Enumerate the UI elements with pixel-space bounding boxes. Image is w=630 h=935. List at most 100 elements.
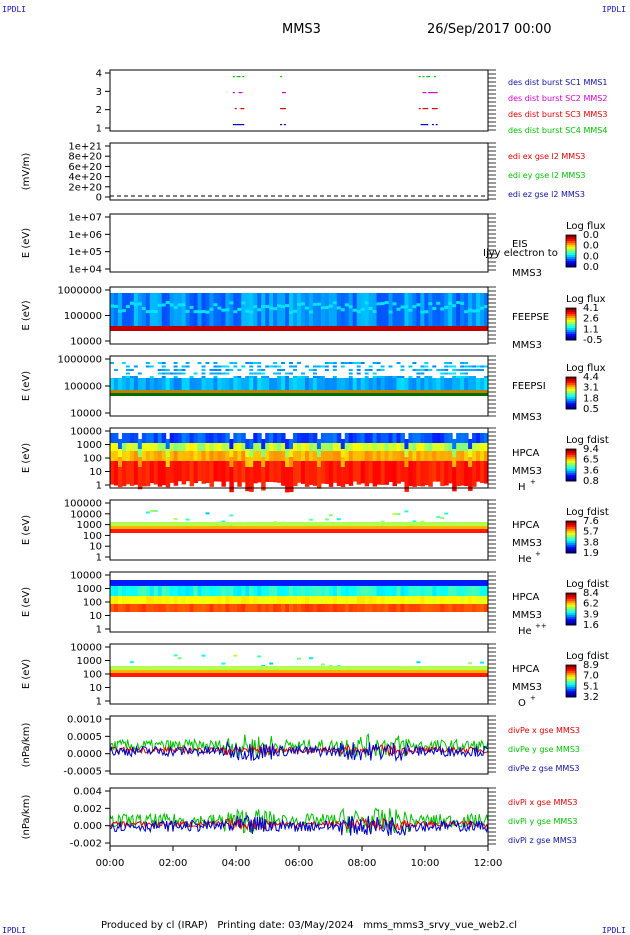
burst-mark — [426, 76, 429, 78]
panel-label-hpca-h-1: MMS3 — [512, 466, 542, 477]
burst-mark — [232, 92, 235, 94]
y-tick-label-divpe-0: 0.0010 — [67, 715, 102, 726]
y-tick-label-hpca-he-plusplus-4: 1 — [96, 625, 102, 636]
y-axis-label-hpca-he-plus: E (eV) — [21, 515, 32, 545]
x-tick-label-2: 04:00 — [222, 858, 251, 869]
colorbar-title-eis: Log flux — [566, 221, 606, 232]
y-tick-label-eis-2: 1e+05 — [68, 247, 102, 258]
colorbar-tick-feeps-electrons-3: -0.5 — [583, 335, 603, 346]
burst-mark — [426, 108, 429, 110]
burst-mark — [236, 76, 239, 78]
burst-mark — [424, 92, 427, 94]
burst-mark — [283, 92, 286, 94]
burst-mark — [424, 124, 427, 126]
footer-text: Produced by cl (IRAP) Printing date: 03/… — [101, 920, 518, 931]
y-tick-label-hpca-o-1: 1000 — [77, 656, 102, 667]
colorbar-tick-hpca-o-3: 3.2 — [583, 692, 599, 703]
species-sup-hpca-he-plusplus: ++ — [535, 622, 547, 630]
colorbar-tick-hpca-he-plus-2: 3.8 — [583, 537, 599, 548]
species-label-hpca-he-plus: He — [518, 554, 532, 565]
y-axis-label-eis: E (eV) — [21, 228, 32, 258]
colorbar-tick-hpca-o-2: 5.1 — [583, 681, 599, 692]
y-tick-label-electric-field-4: 2e+20 — [68, 182, 102, 193]
colorbar-tick-hpca-he-plusplus-1: 6.2 — [583, 599, 599, 610]
panel-label-feeps-ions-0: FEEPSI — [512, 381, 546, 392]
burst-mark — [424, 108, 427, 110]
legend-burst-intervals-2: des dist burst SC3 MMS3 — [508, 110, 607, 119]
x-tick-label-5: 10:00 — [411, 858, 440, 869]
y-tick-label-hpca-he-plus-1: 10000 — [70, 509, 102, 520]
colorbar-tick-eis-3: 0.0 — [583, 262, 599, 273]
panel-electric-field: edi ex gse l2 MMS3 edi ey gse l2 MMS3 edi … — [21, 142, 586, 204]
y-tick-label-electric-field-1: 8e+20 — [68, 152, 102, 163]
panel-label-hpca-o-1: MMS3 — [512, 682, 542, 693]
colorbar-tick-hpca-o-1: 7.0 — [583, 671, 599, 682]
colorbar-title-feeps-ions: Log flux — [566, 363, 606, 374]
burst-mark — [280, 108, 283, 110]
x-tick-label-1: 02:00 — [159, 858, 188, 869]
frame-electric-field — [109, 142, 489, 201]
y-tick-label-hpca-h-2: 100 — [83, 454, 102, 465]
burst-mark — [232, 76, 235, 78]
corner-label-top-left: IPDLI — [2, 5, 27, 14]
y-tick-label-hpca-he-plusplus-2: 100 — [83, 598, 102, 609]
burst-mark — [280, 124, 283, 126]
y-tick-label-eis-0: 1e+07 — [68, 213, 102, 224]
burst-mark — [435, 108, 438, 110]
species-sup-hpca-he-plus: + — [535, 550, 541, 558]
burst-mark — [418, 76, 421, 78]
colorbar-tick-feeps-electrons-2: 1.1 — [583, 324, 599, 335]
series-line-divpe-2 — [109, 741, 489, 763]
burst-mark — [280, 76, 283, 78]
y-tick-label-electric-field-0: 1e+21 — [68, 142, 102, 153]
colorbar-title-hpca-he-plus: Log fdist — [566, 507, 609, 518]
y-tick-label-burst-intervals-2: 2 — [96, 105, 102, 116]
burst-mark — [236, 124, 239, 126]
overlay-text-eis: Ijyy electron to — [483, 248, 558, 259]
panel-burst-intervals: des dist burst SC1 MMS1 des dist burst SC… — [96, 69, 608, 136]
y-tick-label-hpca-he-plusplus-0: 10000 — [70, 571, 102, 582]
y-tick-label-hpca-h-3: 10 — [89, 467, 102, 478]
colorbar-tick-hpca-he-plusplus-2: 3.9 — [583, 609, 599, 620]
legend-divpe-0: divPe x gse MMS3 — [508, 726, 580, 735]
burst-mark — [428, 92, 431, 94]
species-label-hpca-he-plusplus: He — [518, 626, 532, 637]
burst-mark — [422, 108, 425, 110]
y-tick-label-feeps-electrons-1: 100000 — [64, 311, 102, 322]
colorbar-tick-hpca-h-0: 9.4 — [583, 444, 599, 455]
frame-eis — [109, 213, 489, 273]
y-tick-label-hpca-he-plusplus-3: 10 — [89, 611, 102, 622]
panel-label-hpca-he-plusplus-1: MMS3 — [512, 610, 542, 621]
y-tick-label-divpi-1: 0.002 — [73, 804, 102, 815]
y-axis-label-hpca-o: E (eV) — [21, 659, 32, 689]
y-tick-label-eis-1: 1e+06 — [68, 230, 102, 241]
burst-mark — [238, 124, 241, 126]
y-tick-label-electric-field-3: 4e+20 — [68, 172, 102, 183]
x-axis: 00:00 02:00 04:00 06:00 08:00 10:00 12:00 — [96, 846, 502, 869]
burst-mark — [420, 124, 423, 126]
colorbar-tick-feeps-ions-1: 3.1 — [583, 383, 599, 394]
burst-mark — [430, 92, 433, 94]
y-tick-label-feeps-ions-2: 10000 — [70, 409, 102, 420]
legend-burst-intervals-3: des dist burst SC4 MMS4 — [508, 126, 607, 135]
y-tick-label-burst-intervals-1: 3 — [96, 87, 102, 98]
y-tick-label-divpi-2: 0.000 — [73, 821, 102, 832]
y-tick-label-feeps-electrons-0: 1000000 — [57, 286, 102, 297]
y-tick-label-hpca-h-0: 10000 — [70, 427, 102, 438]
panel-label-feeps-electrons-1: MMS3 — [512, 340, 542, 351]
colorbar-tick-feeps-electrons-0: 4.1 — [583, 303, 599, 314]
colorbar-tick-hpca-he-plusplus-0: 8.4 — [583, 588, 599, 599]
y-tick-label-divpe-2: 0.0000 — [67, 749, 102, 760]
frame-burst-intervals — [109, 69, 489, 132]
y-axis-label-electric-field: (mV/m) — [21, 153, 32, 191]
panel-label-feeps-electrons-0: FEEPSE — [512, 312, 549, 323]
page-title: MMS3 — [282, 22, 321, 37]
colorbar-tick-hpca-he-plusplus-3: 1.6 — [583, 620, 599, 631]
species-sup-hpca-h: + — [530, 478, 536, 486]
burst-mark — [281, 108, 284, 110]
y-tick-label-hpca-he-plus-3: 100 — [83, 531, 102, 542]
corner-label-bottom-right: IPDLI — [601, 926, 626, 935]
